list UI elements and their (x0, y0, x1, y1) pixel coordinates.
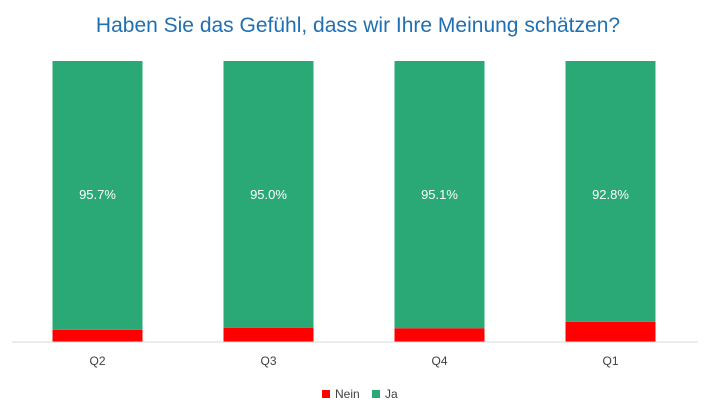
legend-label-ja: Ja (385, 387, 398, 401)
x-tick-label-q3: Q3 (260, 354, 276, 368)
x-tick-label-q4: Q4 (431, 354, 447, 368)
data-label-ja-q3: 95.0% (250, 187, 287, 202)
x-tick-label-q1: Q1 (602, 354, 618, 368)
labels-layer: 95.7% 95.0% 95.1% 92.8% (79, 187, 629, 202)
bar-ja-q2 (52, 61, 143, 330)
data-label-ja-q2: 95.7% (79, 187, 116, 202)
legend-label-nein: Nein (335, 387, 360, 401)
bar-ja-q4 (394, 61, 485, 329)
legend-swatch-nein (322, 390, 330, 398)
data-label-ja-q1: 92.8% (592, 187, 629, 202)
legend-swatch-ja (372, 390, 380, 398)
bar-nein-q4 (394, 328, 485, 342)
bar-ja-q1 (565, 61, 656, 322)
bar-ja-q3 (223, 61, 314, 328)
bar-nein-q3 (223, 327, 314, 342)
bar-nein-q2 (52, 329, 143, 342)
legend: Nein Ja (322, 387, 398, 401)
bars-layer (52, 61, 656, 342)
x-tick-label-q2: Q2 (89, 354, 105, 368)
chart-title: Haben Sie das Gefühl, dass wir Ihre Mein… (95, 14, 621, 37)
bar-nein-q1 (565, 321, 656, 342)
data-label-ja-q4: 95.1% (421, 187, 458, 202)
ticks-layer: Q2 Q3 Q4 Q1 (89, 354, 618, 368)
